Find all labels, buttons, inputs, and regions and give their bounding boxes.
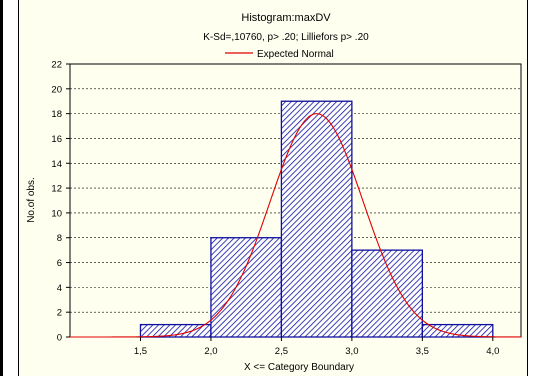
x-axis-ticks: 1,5 2,0 2,5 3,0 3,5 4,0 (134, 337, 499, 357)
expected-normal-curve (70, 113, 522, 338)
y-tick-label: 22 (51, 60, 62, 71)
y-tick-label: 2 (57, 308, 62, 319)
y-tick-label: 12 (51, 184, 62, 195)
legend: Expected Normal (225, 49, 334, 60)
chart-title: Histogram:maxDV (241, 12, 331, 24)
y-axis-ticks: 0 2 4 6 8 10 12 14 16 18 20 22 (51, 60, 70, 344)
legend-label: Expected Normal (257, 49, 334, 60)
left-border-rule (0, 0, 3, 376)
y-tick-label: 10 (51, 208, 62, 219)
y-tick-label: 18 (51, 109, 62, 120)
x-tick-label: 4,0 (486, 346, 499, 357)
y-tick-label: 4 (57, 283, 62, 294)
x-tick-label: 1,5 (134, 346, 147, 357)
y-tick-label: 8 (57, 233, 62, 244)
chart-window: Histogram:maxDV K-Sd=,10760, p> .20; Lil… (18, 0, 528, 376)
y-tick-label: 20 (51, 84, 62, 95)
y-tick-label: 14 (51, 159, 62, 170)
x-axis-label: X <= Category Boundary (244, 362, 354, 373)
y-tick-label: 16 (51, 134, 62, 145)
x-tick-label: 2,5 (275, 346, 288, 357)
histogram-bar-4 (351, 249, 423, 338)
normal-curve-line (70, 113, 522, 338)
x-tick-label: 3,0 (345, 346, 358, 357)
histogram-bar-5 (421, 323, 494, 338)
bars (139, 100, 494, 338)
histogram-chart: Histogram:maxDV K-Sd=,10760, p> .20; Lil… (26, 12, 522, 373)
y-tick-label: 6 (57, 258, 62, 269)
histogram-bar-3 (280, 100, 353, 338)
y-tick-label: 0 (57, 333, 62, 344)
chart-subtitle: K-Sd=,10760, p> .20; Lilliefors p> .20 (203, 32, 369, 43)
x-tick-label: 2,0 (204, 346, 217, 357)
y-axis-label: No.of obs. (26, 177, 37, 223)
x-tick-label: 3,5 (416, 346, 429, 357)
histogram-bar-2 (210, 237, 283, 338)
